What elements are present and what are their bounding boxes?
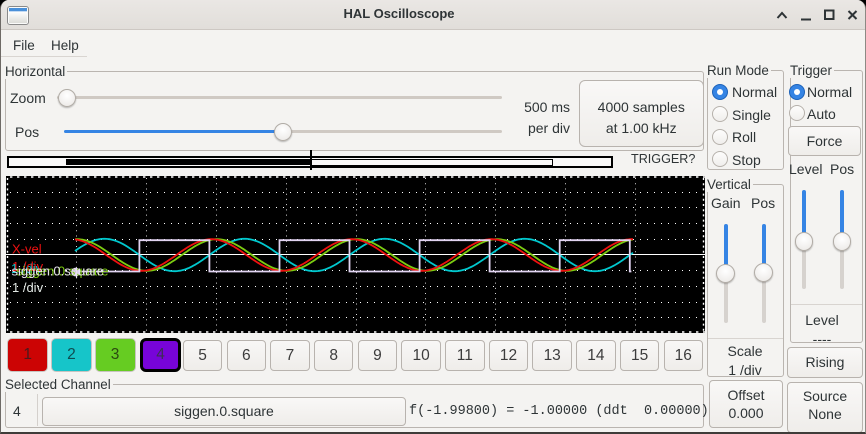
svg-text:siggen.0.square: siggen.0.square [16, 264, 109, 279]
svg-text:1 /div: 1 /div [12, 280, 44, 295]
svg-text:siggen.0.square: siggen.0.square [12, 264, 105, 279]
svg-text:1 /div: 1 /div [11, 261, 43, 276]
svg-text:X-vel: X-vel [12, 242, 42, 257]
svg-text:1 /div: 1 /div [12, 259, 44, 274]
